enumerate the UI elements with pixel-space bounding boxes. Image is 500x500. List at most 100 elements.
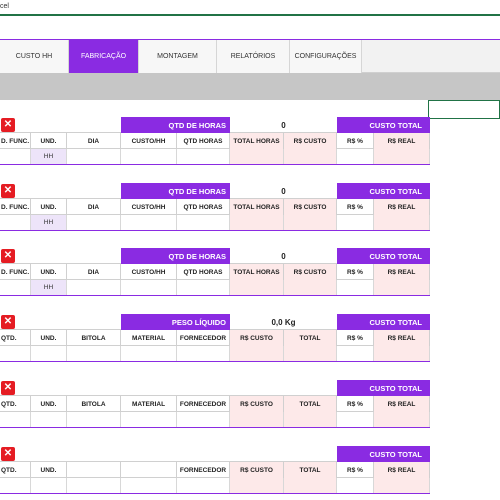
cost-block: ✕ QTD DE HORAS 0 CUSTO TOTAL D. FUNC. UND. DIA… [0,248,430,298]
close-icon[interactable]: ✕ [1,315,15,329]
data-cell[interactable] [121,280,177,295]
data-cell[interactable]: HH [31,280,67,295]
data-cell[interactable] [230,412,284,427]
data-cell[interactable] [284,346,337,361]
column-header: FORNECEDOR [177,330,230,346]
column-header: D. FUNC. [0,264,31,280]
column-header: DIA [67,264,121,280]
data-cell[interactable] [177,412,230,427]
column-header: R$ CUSTO [284,264,337,280]
column-header: R$ REAL [374,462,430,478]
data-cell[interactable] [374,280,430,295]
data-cell[interactable] [284,149,337,164]
column-header: UND. [31,330,67,346]
data-cell[interactable] [0,412,31,427]
data-cell[interactable] [337,346,374,361]
tab-configuracoes[interactable]: CONFIGURAÇÕES [290,40,362,73]
column-header: UND. [31,199,67,215]
column-header: UND. [31,264,67,280]
data-cell[interactable] [284,478,337,493]
data-cell[interactable] [177,280,230,295]
data-cell[interactable] [121,478,177,493]
close-icon[interactable]: ✕ [1,184,15,198]
data-cell[interactable] [374,412,430,427]
data-cell[interactable] [177,215,230,230]
column-header: R$ REAL [374,199,430,215]
tab-custo-hh[interactable]: CUSTO HH [0,40,69,73]
close-icon[interactable]: ✕ [1,447,15,461]
tab-relatorios[interactable]: RELATÓRIOS [217,40,290,73]
block-header: ✕ QTD DE HORAS 0 CUSTO TOTAL [0,183,430,199]
column-header: R$ % [337,462,374,478]
data-cell[interactable] [230,149,284,164]
data-cell[interactable] [67,412,121,427]
data-cell[interactable] [374,149,430,164]
column-header: R$ CUSTO [230,330,284,346]
data-cell[interactable] [374,478,430,493]
tab-montagem[interactable]: MONTAGEM [139,40,217,73]
data-cell[interactable] [177,149,230,164]
column-header [67,462,121,478]
data-cell[interactable] [67,346,121,361]
column-header: TOTAL [284,462,337,478]
block-header: ✕ QTD DE HORAS 0 CUSTO TOTAL [0,248,430,264]
data-cell[interactable] [0,346,31,361]
data-cell[interactable] [67,478,121,493]
table-row: HH [0,215,430,231]
data-cell[interactable] [230,346,284,361]
column-header: DIA [67,199,121,215]
data-cell[interactable] [121,149,177,164]
data-cell[interactable] [284,215,337,230]
data-cell[interactable] [0,215,31,230]
column-header-row: QTD. UND. BITOLA MATERIAL FORNECEDOR R$ CUSTO… [0,330,430,346]
data-cell[interactable] [374,215,430,230]
data-cell[interactable] [230,478,284,493]
column-header: R$ % [337,396,374,412]
data-cell[interactable] [177,346,230,361]
block-header-value: 0 [281,251,286,261]
data-cell[interactable] [284,280,337,295]
data-cell[interactable] [67,280,121,295]
block-header-value: 0 [281,186,286,196]
data-cell[interactable] [230,280,284,295]
close-icon[interactable]: ✕ [1,381,15,395]
column-header: R$ REAL [374,264,430,280]
column-header: R$ REAL [374,330,430,346]
selected-cell[interactable] [428,100,500,119]
data-cell[interactable] [67,215,121,230]
block-header-value: 0,0 Kg [271,317,296,327]
data-cell[interactable] [121,215,177,230]
data-cell[interactable] [67,149,121,164]
data-cell[interactable]: HH [31,149,67,164]
table-row [0,346,430,362]
data-cell[interactable] [337,215,374,230]
data-cell[interactable] [0,280,31,295]
data-cell[interactable] [337,280,374,295]
data-cell[interactable] [284,412,337,427]
data-cell[interactable] [121,412,177,427]
column-header: QTD. [0,330,31,346]
data-cell[interactable] [337,412,374,427]
data-cell[interactable] [337,478,374,493]
data-cell[interactable] [230,215,284,230]
data-cell[interactable] [374,346,430,361]
data-cell[interactable] [337,149,374,164]
data-cell[interactable] [121,346,177,361]
column-header: R$ % [337,330,374,346]
data-cell[interactable] [31,412,67,427]
data-cell[interactable] [0,149,31,164]
table-row [0,478,430,494]
close-icon[interactable]: ✕ [1,249,15,263]
data-cell[interactable] [177,478,230,493]
tab-fabricacao[interactable]: FABRICAÇÃO [69,40,139,73]
data-cell[interactable] [31,478,67,493]
table-row: HH [0,149,430,165]
data-cell[interactable] [31,346,67,361]
title-bar: cel [0,0,500,15]
data-cell[interactable]: HH [31,215,67,230]
column-header: R$ % [337,133,374,149]
column-header: QTD HORAS [177,133,230,149]
data-cell[interactable] [0,478,31,493]
close-icon[interactable]: ✕ [1,118,15,132]
block-header: ✕ QTD DE HORAS 0 CUSTO TOTAL [0,117,430,133]
